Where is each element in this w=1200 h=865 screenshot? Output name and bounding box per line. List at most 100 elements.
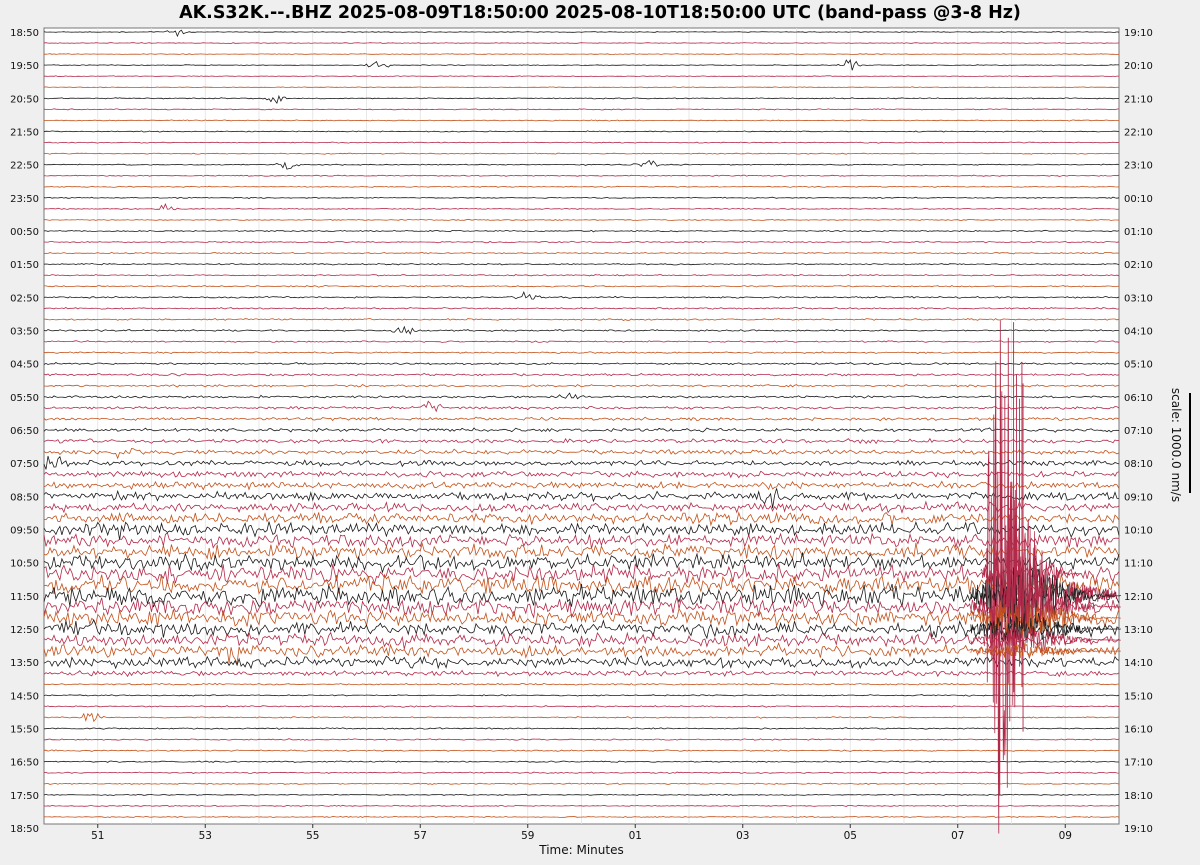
right-hour-label: 11:10 [1124,559,1153,570]
left-hour-label: 11:50 [10,592,39,603]
trace-line [43,712,1120,723]
right-hour-label: 23:10 [1124,161,1153,172]
left-hour-label: 18:50 [10,28,39,39]
left-hour-label: 04:50 [10,360,39,371]
trace-line [43,251,1120,255]
trace-line [43,240,1120,244]
trace-line [43,291,1120,300]
left-hour-label: 02:50 [10,293,39,304]
left-hour-label: 03:50 [10,327,39,338]
right-hour-label: 18:10 [1124,791,1153,802]
trace-line [43,340,1120,343]
trace-line [43,130,1120,133]
left-hour-label: 10:50 [10,559,39,570]
right-hour-label: 13:10 [1124,625,1153,636]
x-axis-label: Time: Minutes [539,843,624,857]
trace-line [44,285,1120,288]
trace-line [44,119,1119,122]
trace-line [43,470,1120,479]
left-hour-label: 19:50 [10,61,39,72]
earthquake-coda [970,596,1121,640]
trace-line [43,694,1120,697]
right-hour-label: 22:10 [1124,128,1153,139]
trace-line [43,174,1120,177]
trace-line [43,595,1120,619]
right-hour-label: 17:10 [1124,758,1153,769]
earthquake-precursor [980,517,1081,625]
trace-line [43,159,1120,170]
trace-line [43,455,1120,470]
trace-line [43,427,1120,433]
trace-line [43,325,1120,335]
left-hour-label: 13:50 [10,658,39,669]
right-hour-label: 15:10 [1124,691,1153,702]
right-hour-label: 19:10 [1124,824,1153,835]
trace-line [43,782,1120,785]
trace-line [43,400,1120,413]
right-hour-label: 19:10 [1124,28,1153,39]
left-hour-label: 12:50 [10,625,39,636]
trace-line [43,29,1120,38]
trace-line [43,229,1120,233]
trace-line [43,392,1120,400]
left-hour-label: 05:50 [10,393,39,404]
right-hour-label: 10:10 [1124,526,1153,537]
right-hour-label: 08:10 [1124,459,1153,470]
trace-line [43,448,1120,460]
trace-line [43,362,1120,366]
trace-line [43,196,1120,199]
earthquake-coda [970,612,1121,643]
x-tick-label: 55 [306,830,319,842]
trace-line [43,318,1120,321]
right-hour-label: 07:10 [1124,426,1153,437]
trace-line [43,480,1120,491]
trace-line [43,500,1120,514]
left-hour-label: 00:50 [10,227,39,238]
trace-line [43,203,1120,211]
left-hour-label: 06:50 [10,426,39,437]
right-hour-label: 03:10 [1124,293,1153,304]
trace-line [44,738,1120,741]
right-hour-label: 04:10 [1124,327,1153,338]
left-hour-label: 09:50 [10,526,39,537]
trace-line [43,532,1120,549]
left-hour-label: 22:50 [10,161,39,172]
left-hour-label: 20:50 [10,94,39,105]
right-hour-label: 16:10 [1124,725,1153,736]
trace-line [43,563,1120,586]
left-hour-label: 14:50 [10,691,39,702]
chart-title: AK.S32K.--.BHZ 2025-08-09T18:50:00 2025-… [179,3,1021,23]
trace-line [43,631,1120,650]
trace-line [43,152,1120,155]
trace-line [43,108,1119,111]
trace-line [43,94,1120,104]
trace-line [43,58,1119,71]
trace-line [43,749,1119,752]
trace-line [43,86,1120,89]
trace-line [43,793,1120,796]
trace-line [44,75,1119,78]
trace-line [43,511,1120,527]
right-hour-label: 00:10 [1124,194,1153,205]
left-hour-label: 08:50 [10,492,39,503]
right-hour-label: 14:10 [1124,658,1153,669]
trace-line [44,218,1120,221]
trace-line [43,274,1120,277]
right-hour-label: 05:10 [1124,360,1153,371]
left-hour-label: 23:50 [10,194,39,205]
trace-line [43,262,1120,266]
x-tick-label: 05 [844,830,857,842]
left-hour-label: 07:50 [10,459,39,470]
right-hour-label: 21:10 [1124,94,1153,105]
scale-bar [1189,393,1191,493]
x-tick-label: 01 [629,830,642,842]
trace-line [43,185,1120,188]
trace-line [43,521,1120,540]
trace-line [43,642,1120,665]
trace-line [43,373,1120,377]
trace-line [43,619,1120,640]
earthquake-coda [970,642,1121,659]
trace-line [43,669,1120,678]
x-tick-label: 53 [199,830,212,842]
trace-line [43,655,1120,670]
